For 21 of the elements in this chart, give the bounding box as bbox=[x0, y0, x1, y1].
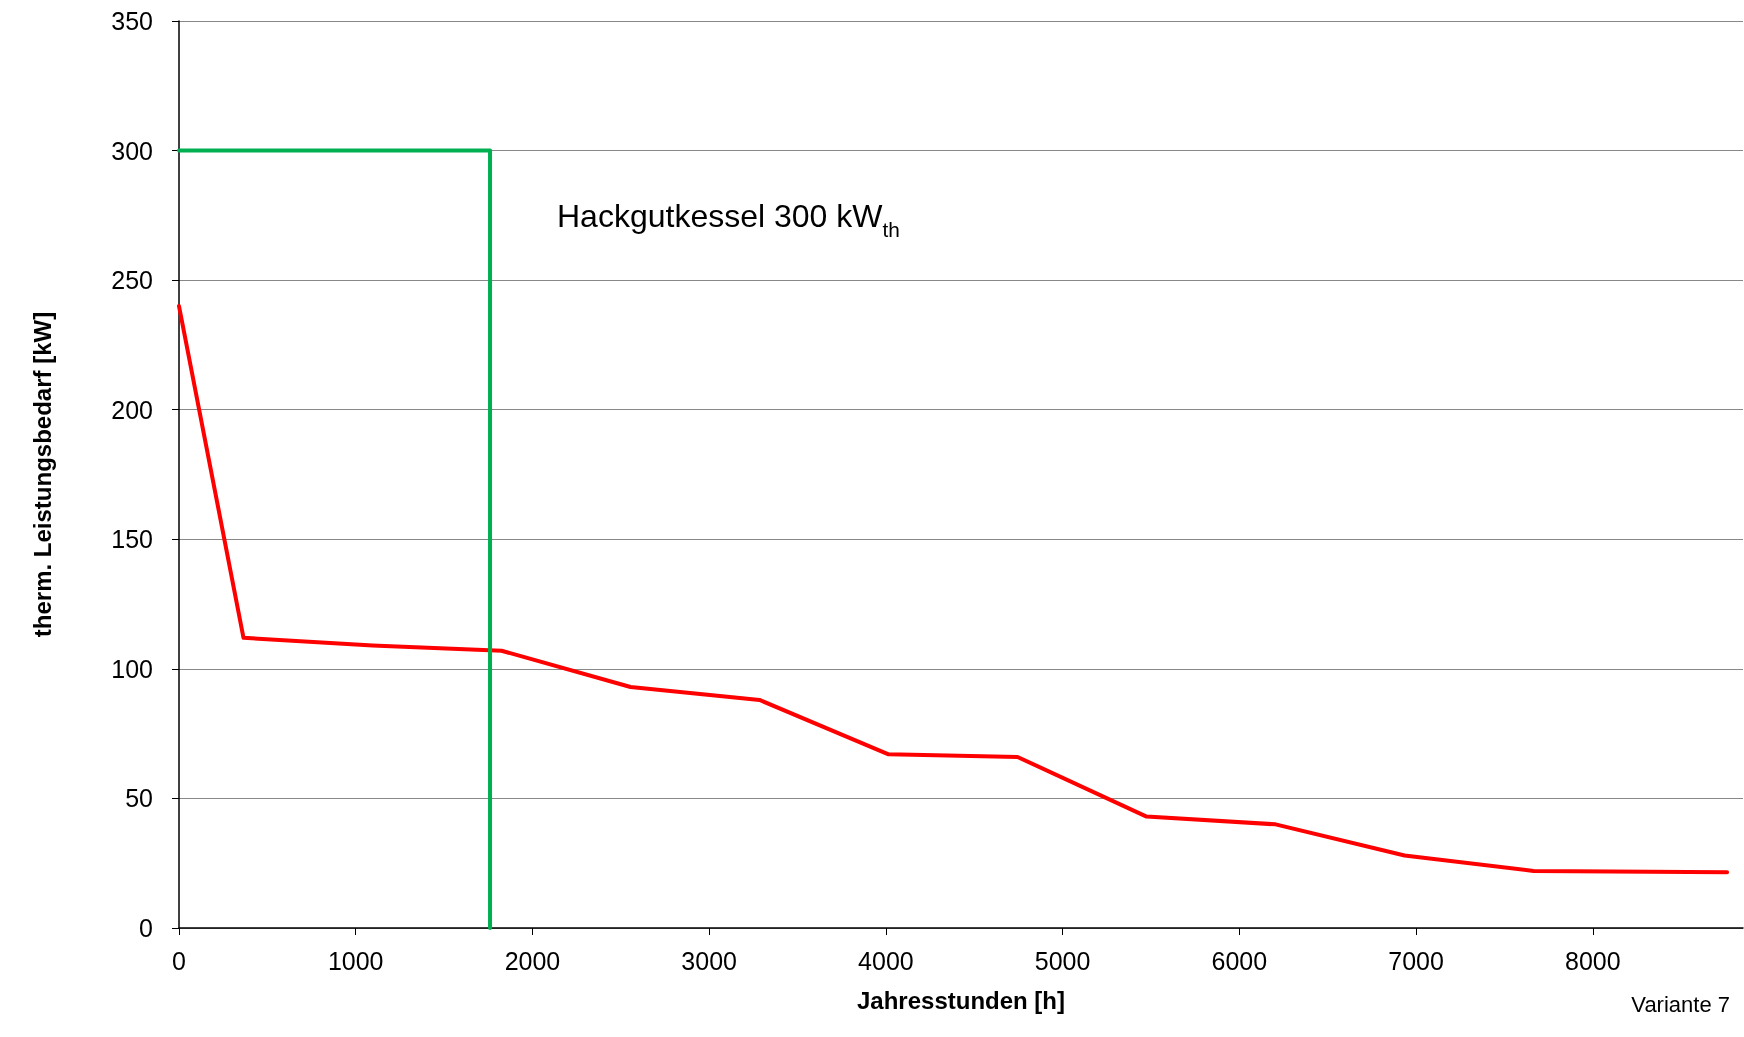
y-tick-label: 150 bbox=[111, 525, 153, 554]
y-tick-label: 100 bbox=[111, 654, 153, 683]
text: Variante 7 bbox=[1631, 991, 1730, 1017]
y-tick-label: 300 bbox=[111, 136, 153, 165]
x-axis-title: Jahresstunden [h] bbox=[856, 986, 1066, 1014]
x-tick-label: 3000 bbox=[681, 946, 737, 975]
y-tick-label: 50 bbox=[125, 784, 153, 813]
x-tick-label: 6000 bbox=[1211, 946, 1268, 975]
y-axis-title: therm. Leistungsbedarf [kW] bbox=[28, 311, 56, 638]
x-tick-label: 1000 bbox=[327, 946, 384, 975]
y-tick-label: 350 bbox=[111, 7, 153, 35]
x-tick-label: 4000 bbox=[858, 946, 914, 975]
x-tick-label: 7000 bbox=[1388, 946, 1444, 975]
x-tick-label: 2000 bbox=[504, 946, 561, 975]
x-tick-label: 8000 bbox=[1564, 946, 1621, 975]
y-tick-label: 200 bbox=[111, 395, 153, 424]
y-tick-label: 250 bbox=[111, 266, 153, 295]
y-tick-label: 0 bbox=[139, 914, 153, 942]
x-tick-label: 5000 bbox=[1034, 946, 1091, 975]
x-tick-label: 0 bbox=[172, 946, 186, 975]
line-series bbox=[177, 304, 1730, 875]
